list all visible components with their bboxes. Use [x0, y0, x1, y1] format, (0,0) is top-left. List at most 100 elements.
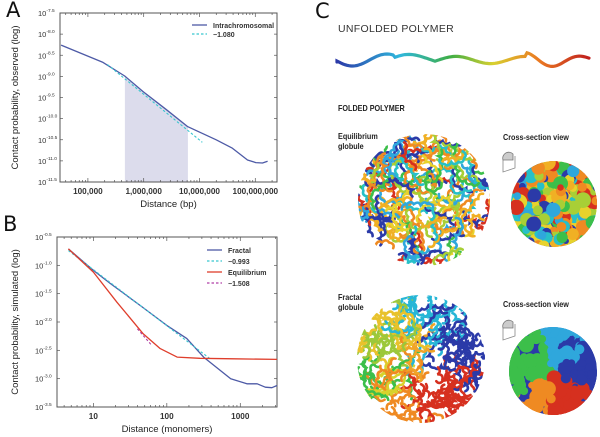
domain-patch [509, 401, 518, 411]
x-tick-label: 10,000,000 [179, 187, 220, 196]
x-axis-label: Distance (bp) [140, 199, 197, 210]
y-tick-label: 10-3.0 [35, 374, 52, 384]
domain-patch [547, 359, 555, 368]
domain-patch [556, 222, 567, 232]
y-tick-exponent: -10.5 [46, 135, 57, 141]
unfolded-polymer-title: UNFOLDED POLYMER [338, 23, 455, 35]
domain-patch [584, 168, 592, 176]
equilibrium-globule-label: Equilibrium globule [338, 131, 378, 151]
domain-patch [512, 170, 526, 183]
domain-patch [579, 206, 589, 216]
cross-section-label-2: Cross-section view [503, 299, 569, 309]
y-tick-base: 10 [38, 178, 46, 187]
domain-patch [563, 399, 574, 410]
polymer-strand [384, 217, 408, 234]
y-tick-label: 10-10.5 [38, 135, 58, 145]
polymer-strand [357, 295, 380, 318]
polymer-strand [421, 256, 448, 266]
y-tick-exponent: -8.0 [46, 29, 55, 35]
y-tick-base: 10 [38, 94, 46, 103]
polymer-strand [474, 225, 490, 251]
legend-label: −1.080 [213, 32, 235, 39]
label-line: Equilibrium [338, 131, 378, 141]
domain-patch [510, 403, 523, 415]
polymer-strand [438, 152, 469, 170]
polymer-strand [378, 332, 391, 360]
domain-patch [577, 182, 587, 192]
domains [511, 161, 597, 247]
polymer-strand [398, 395, 423, 423]
series-line-0993 [68, 250, 212, 360]
polymer-strand [457, 251, 490, 266]
domain-patch [509, 339, 517, 348]
domain-patch [515, 334, 523, 341]
domain-patch [556, 385, 568, 397]
polymer-strand [439, 201, 461, 228]
y-tick-label: 10-1.0 [35, 260, 52, 270]
domain-patch [511, 199, 525, 216]
y-axis-label: Contact probability, simulated (log) [10, 249, 21, 395]
y-tick-label: 10-10.0 [38, 114, 58, 124]
polymer-strand [452, 361, 479, 388]
polymer-chain [335, 50, 591, 68]
domain-patch [584, 399, 597, 413]
y-axis-label: Contact probability, observed (log) [10, 26, 21, 170]
y-tick-base: 10 [35, 375, 43, 384]
y-tick-base: 10 [35, 290, 43, 299]
polymer-strand [361, 183, 381, 214]
y-tick-exponent: -9.0 [46, 71, 55, 77]
y-tick-label: 10-3.5 [35, 402, 52, 412]
x-tick-label: 1,000,000 [125, 187, 162, 196]
polymer-strand [403, 250, 424, 266]
y-tick-exponent: -3.0 [43, 374, 52, 380]
polymer-strand [427, 325, 443, 347]
polymer-strand [403, 165, 422, 189]
domain-patch [589, 327, 596, 331]
polymer-strand [468, 142, 490, 170]
polymer-strand [378, 196, 411, 210]
polymer-strand [414, 216, 426, 253]
domain-patch [588, 370, 597, 381]
label-line: globule [338, 302, 364, 312]
y-tick-label: 10-1.5 [35, 289, 52, 299]
domain-patch [529, 398, 540, 409]
polymer-strand [460, 192, 485, 223]
y-tick-exponent: -10.0 [46, 114, 57, 120]
y-tick-exponent: -0.5 [43, 232, 52, 238]
domain-patch [588, 333, 597, 348]
domains [509, 327, 597, 415]
panel-label-a: A [6, 0, 21, 22]
x-tick-label: 100,000 [73, 187, 103, 196]
legend-label: −0.993 [228, 259, 250, 266]
domain-patch [511, 236, 518, 244]
y-tick-base: 10 [35, 233, 43, 242]
domain-patch [574, 239, 586, 247]
y-tick-base: 10 [38, 51, 46, 60]
y-tick-exponent: -2.5 [43, 345, 52, 351]
polymer-strand [449, 213, 481, 230]
polymer-strand [451, 311, 467, 342]
polymer-strand [402, 234, 421, 263]
polymer-strand [382, 139, 406, 168]
y-tick-exponent: -1.5 [43, 289, 52, 295]
domain-patch [593, 184, 597, 192]
y-tick-base: 10 [38, 9, 46, 18]
panel-label-c: C [315, 0, 330, 23]
domain-patch [580, 240, 588, 247]
polymer-strand [380, 322, 417, 335]
domain-patch [578, 359, 587, 367]
domain-patch [586, 327, 597, 341]
polymer-strand [357, 374, 363, 395]
polymer-strand [442, 346, 475, 364]
domain-patch [516, 401, 528, 413]
y-tick-label: 10-2.0 [35, 317, 52, 327]
polymer-strand [434, 395, 465, 410]
polymer-strand [469, 379, 485, 409]
polymer-strand [449, 174, 473, 195]
domain-patch [524, 237, 535, 247]
polymer-strand [449, 216, 464, 250]
polymer-strand [416, 392, 448, 412]
polymer-strand [358, 185, 377, 213]
domain-patch [526, 366, 539, 380]
domain-patch [513, 192, 522, 200]
